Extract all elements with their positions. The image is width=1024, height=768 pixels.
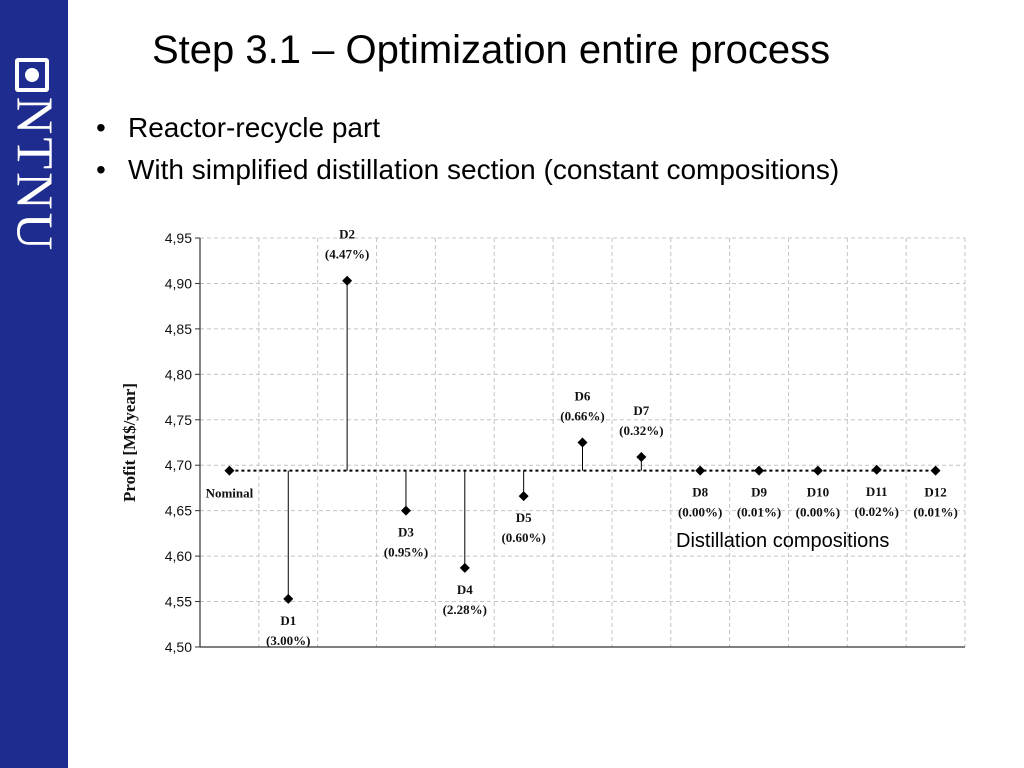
point-label: D1 (280, 613, 296, 628)
point-label: D10 (807, 485, 829, 500)
point-label: D2 (339, 227, 355, 242)
point-pct-label: (0.01%) (737, 505, 781, 520)
point-label: D7 (633, 403, 649, 418)
y-tick-label: 4,60 (165, 548, 192, 564)
chart-caption: Distillation compositions (676, 530, 890, 552)
profit-chart: 4,50 4,55 4,60 4,65 4,70 4,75 4,80 4,85 4,90 4,95… (120, 227, 966, 655)
point-pct-label: (0.00%) (678, 505, 722, 520)
point-pct-label: (0.60%) (501, 530, 545, 545)
point-pct-label: (3.00%) (266, 633, 310, 648)
point-label: D11 (866, 484, 888, 499)
point-pct-label: (0.95%) (384, 545, 428, 560)
y-tick-label: 4,75 (165, 412, 192, 428)
point-label: D12 (924, 485, 946, 500)
y-tick-label: 4,95 (165, 230, 192, 246)
data-point (754, 465, 765, 476)
bullet-item: With simplified distillation section (co… (90, 154, 839, 196)
y-axis-label: Profit [M$/year] (120, 383, 139, 502)
data-point (400, 505, 411, 516)
point-label: D4 (457, 582, 473, 597)
y-tick-label: 4,90 (165, 275, 192, 291)
point-pct-label: (0.01%) (913, 505, 957, 520)
point-label: D6 (575, 389, 591, 404)
point-label: D8 (692, 485, 708, 500)
point-pct-label: (0.66%) (560, 409, 604, 424)
data-point (518, 491, 529, 502)
bullet-list: Reactor-recycle part With simplified dis… (90, 112, 839, 196)
point-label: D9 (751, 485, 767, 500)
point-pct-label: (2.28%) (443, 602, 487, 617)
y-tick-label: 4,55 (165, 594, 192, 610)
data-point (871, 464, 882, 475)
slide-title: Step 3.1 – Optimization entire process (152, 28, 831, 72)
point-pct-label: (0.32%) (619, 423, 663, 438)
bullet-item: Reactor-recycle part (90, 112, 839, 154)
point-pct-label: (4.47%) (325, 247, 369, 262)
data-point (224, 465, 235, 476)
logo-text: NTNU (5, 96, 63, 254)
point-label: D5 (516, 510, 532, 525)
y-tick-label: 4,85 (165, 321, 192, 337)
point-label: D3 (398, 525, 414, 540)
data-point (695, 465, 706, 476)
data-point (930, 465, 941, 476)
data-point (459, 562, 470, 573)
ntnu-logo-icon (15, 58, 49, 92)
data-point (636, 452, 647, 463)
y-tick-label: 4,70 (165, 457, 192, 473)
point-label: Nominal (206, 486, 254, 501)
sidebar: NTNU (0, 0, 68, 768)
data-point (577, 437, 588, 448)
data-point (342, 275, 353, 286)
y-tick-label: 4,50 (165, 639, 192, 655)
y-tick-label: 4,80 (165, 366, 192, 382)
data-point (812, 465, 823, 476)
data-point (283, 593, 294, 604)
y-tick-label: 4,65 (165, 503, 192, 519)
point-pct-label: (0.02%) (855, 504, 899, 519)
point-pct-label: (0.00%) (796, 505, 840, 520)
